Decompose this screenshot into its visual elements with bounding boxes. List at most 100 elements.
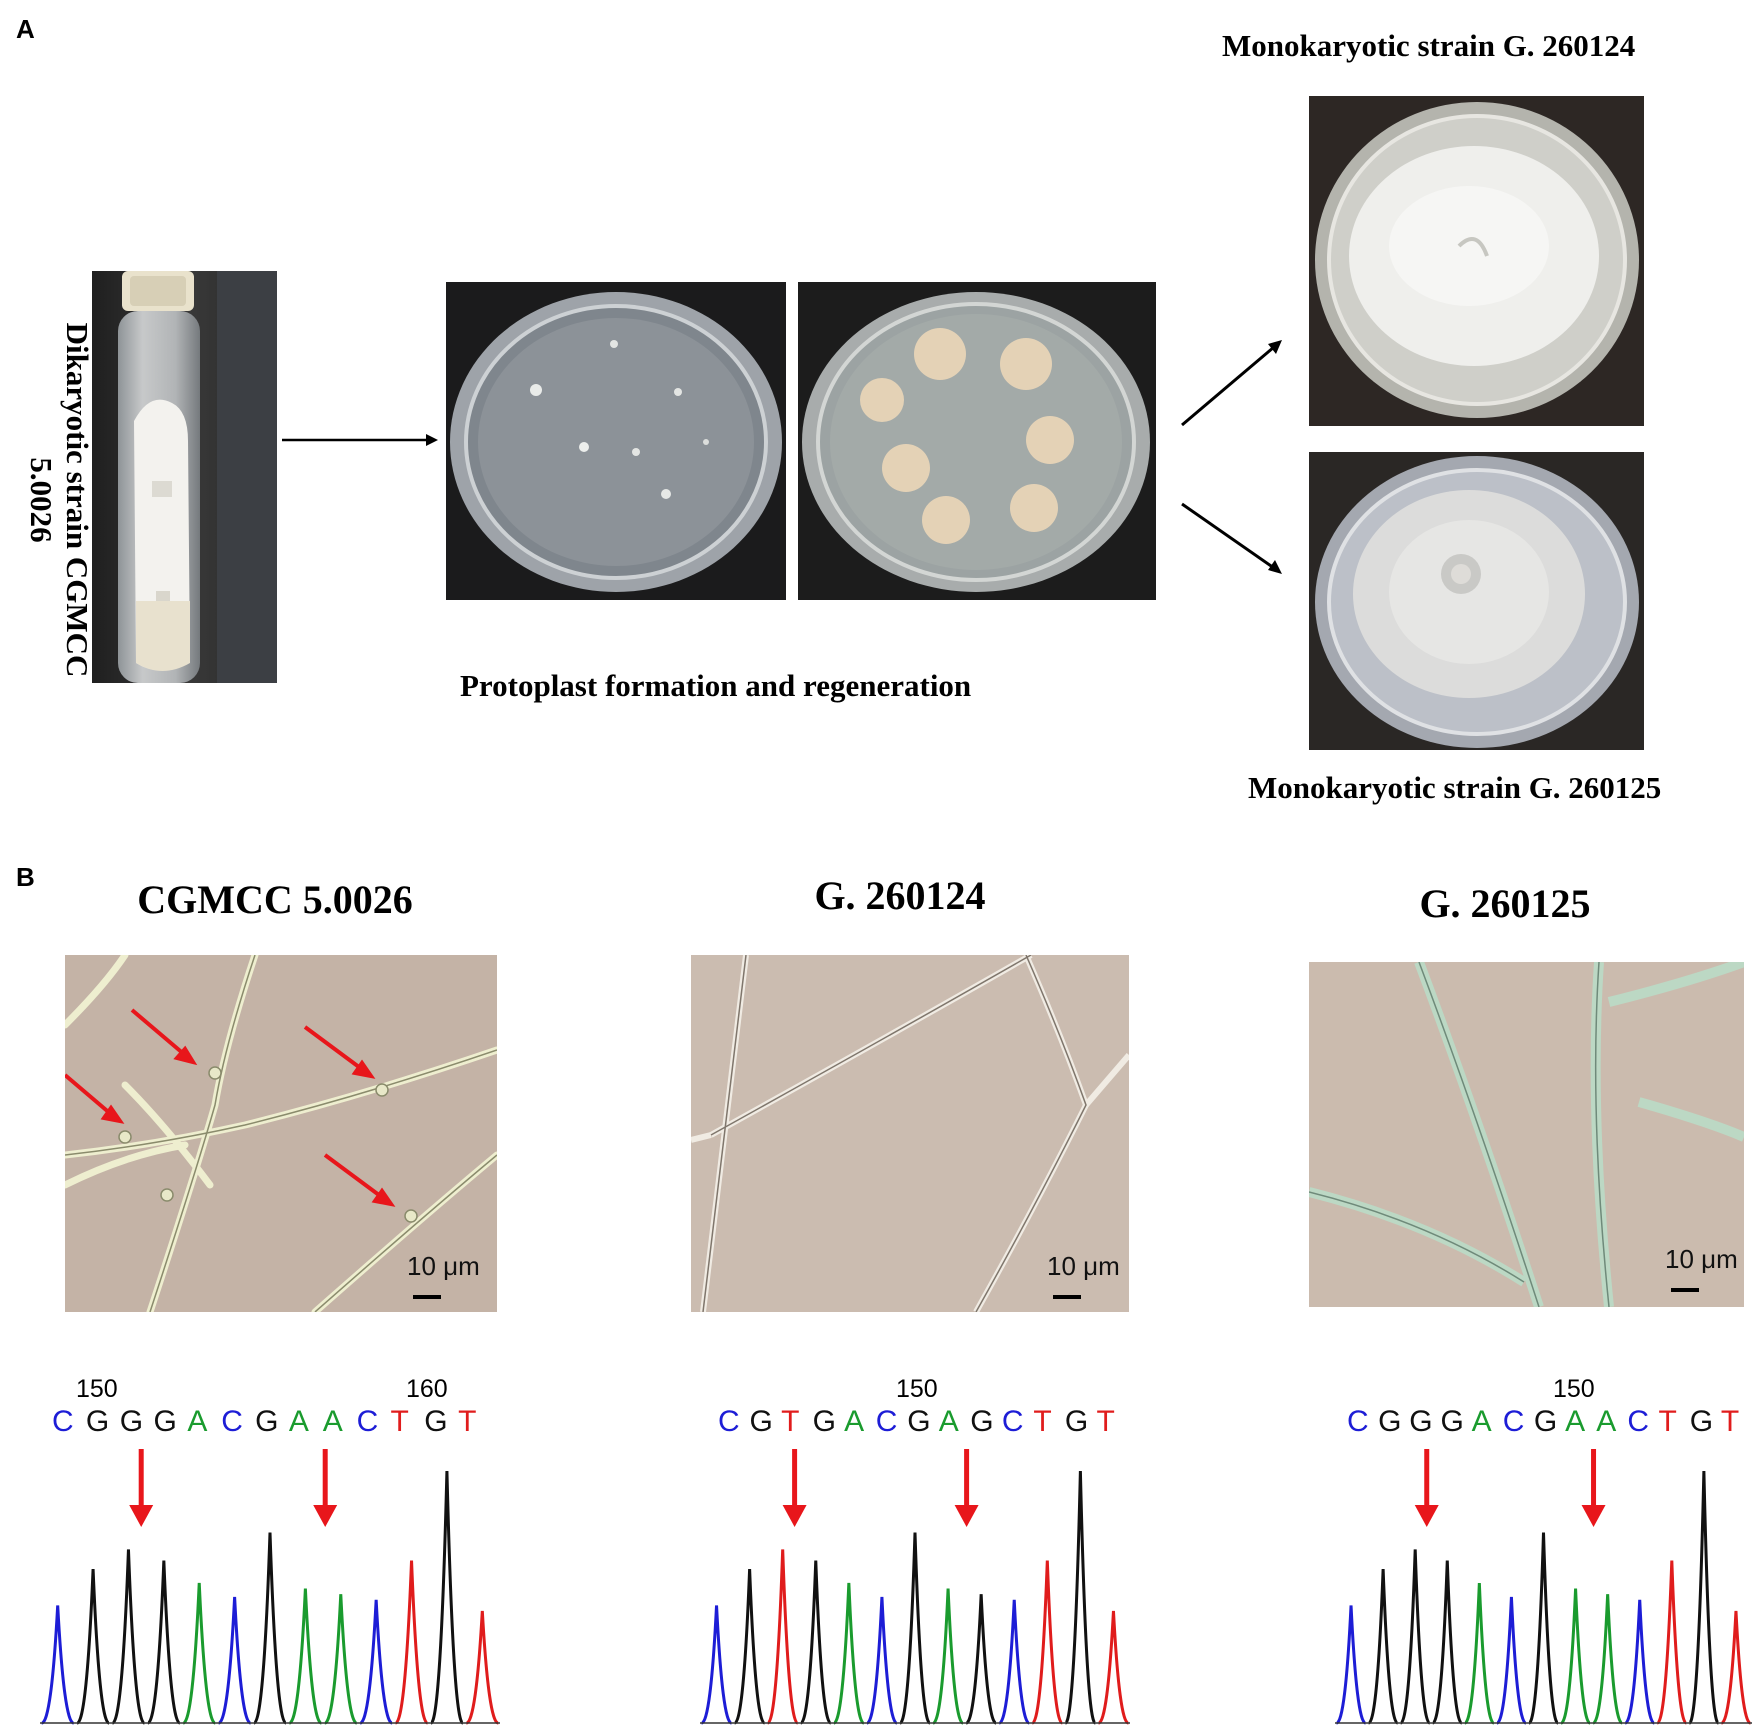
trace-peak [1656,1560,1688,1725]
base-call-letter: C [356,1405,379,1438]
base-call-letter: A [1596,1405,1617,1438]
mono-plate-260125-photo [1309,452,1644,750]
seq-position: 150 [896,1375,938,1403]
base-call-letter: G [812,1405,836,1438]
chromatogram-trace [700,1449,1130,1725]
trace-peak [1431,1560,1463,1725]
trace-peak [1624,1599,1655,1725]
panel-b-letter: B [16,862,35,892]
test-tube-photo [92,271,277,683]
base-call-letter: T [1720,1405,1740,1438]
arrow-to-mono-top [1181,340,1282,427]
mono-plate-260124-photo [1309,96,1644,426]
variant-arrow-icon [129,1449,154,1527]
trace-peak [465,1610,499,1725]
trace-peak [1687,1470,1720,1725]
trace-peak [429,1470,465,1725]
trace-peak [998,1599,1030,1725]
strain-title-cgmcc: CGMCC 5.0026 [137,877,413,922]
base-call-letter: A [187,1405,208,1438]
base-call-letter: C [1347,1405,1369,1438]
base-call-letter: T [1033,1405,1052,1438]
base-call-letter: A [844,1405,865,1438]
trace-peak [324,1594,358,1725]
trace-peak [394,1560,429,1725]
trace-peak [1399,1549,1431,1725]
base-call-letter: T [458,1405,477,1438]
variant-arrow-icon [313,1449,338,1527]
base-call-letter: G [1064,1405,1089,1438]
trace-peak [1367,1568,1399,1725]
scale-label-260124: 10 μm [1047,1251,1120,1281]
base-call-letter: G [1533,1405,1558,1438]
trace-peak [147,1560,181,1725]
scale-bar-260124 [1053,1295,1081,1299]
base-call-letter: G [153,1405,177,1438]
base-call-letter: C [1502,1405,1525,1438]
micrograph-cgmcc: 10 μm [65,955,497,1312]
base-call-letter: G [749,1405,773,1438]
base-call-letter: C [52,1405,74,1438]
base-call-letter: T [390,1405,409,1438]
trace-peak [1720,1610,1752,1725]
base-call-letter: C [1001,1405,1024,1438]
base-call-letter: G [970,1405,994,1438]
scale-bar-260125 [1671,1288,1699,1292]
base-call-letter: A [1565,1405,1586,1438]
variant-arrow-icon [1581,1449,1606,1527]
trace-peak [899,1532,931,1725]
protoplast-caption: Protoplast formation and regeneration [460,668,972,703]
trace-peak [1464,1582,1495,1725]
base-call-letter: T [1658,1405,1677,1438]
base-call-letter: A [322,1405,343,1438]
base-call-letter: C [718,1405,740,1438]
strain-title-260124: G. 260124 [814,873,986,918]
trace-peak [1097,1610,1130,1725]
trace-peak [1496,1596,1527,1725]
scale-label-cgmcc: 10 μm [407,1251,480,1281]
scale-bar-cgmcc [413,1295,441,1299]
mono-bottom-label: Monokaryotic strain G. 260125 [1248,770,1662,805]
protoplast-plate-photo [446,282,786,600]
variant-arrow-icon [1414,1449,1439,1527]
trace-peak [1064,1470,1097,1725]
trace-peak [41,1605,75,1725]
trace-peak [1031,1560,1064,1725]
trace-peak [217,1596,252,1725]
chromatogram-trace [40,1449,500,1725]
base-call-letter: C [1627,1405,1650,1438]
scale-label-260125: 10 μm [1665,1244,1738,1274]
seq-position: 150 [1553,1375,1595,1403]
strain-title-260125: G. 260125 [1419,881,1591,926]
trace-peak [1528,1532,1559,1725]
trace-peak [833,1582,865,1725]
micrograph-260124: 10 μm [691,955,1129,1312]
trace-peak [1592,1594,1623,1725]
base-call-letter: A [1471,1405,1492,1438]
trace-peak [965,1594,997,1725]
trace-peak [932,1588,964,1725]
trace-peak [288,1588,323,1725]
trace-peak [111,1549,146,1725]
base-call-letter: G [1409,1405,1433,1438]
seq-position: 160 [406,1375,448,1403]
trace-peak [866,1596,898,1725]
base-call-letter: G [85,1405,110,1438]
base-call-letter: A [288,1405,309,1438]
base-call-letter: C [221,1405,243,1438]
trace-peak [359,1599,393,1725]
base-call-letter: G [255,1405,279,1438]
micrograph-260125: 10 μm [1309,962,1744,1307]
base-call-letter: A [938,1405,959,1438]
trace-peak [700,1605,733,1725]
variant-arrow-icon [782,1449,807,1527]
trace-peak [1560,1588,1591,1725]
base-call-letter: T [781,1405,800,1438]
trace-peak [733,1568,766,1725]
base-call-letter: G [424,1405,448,1438]
